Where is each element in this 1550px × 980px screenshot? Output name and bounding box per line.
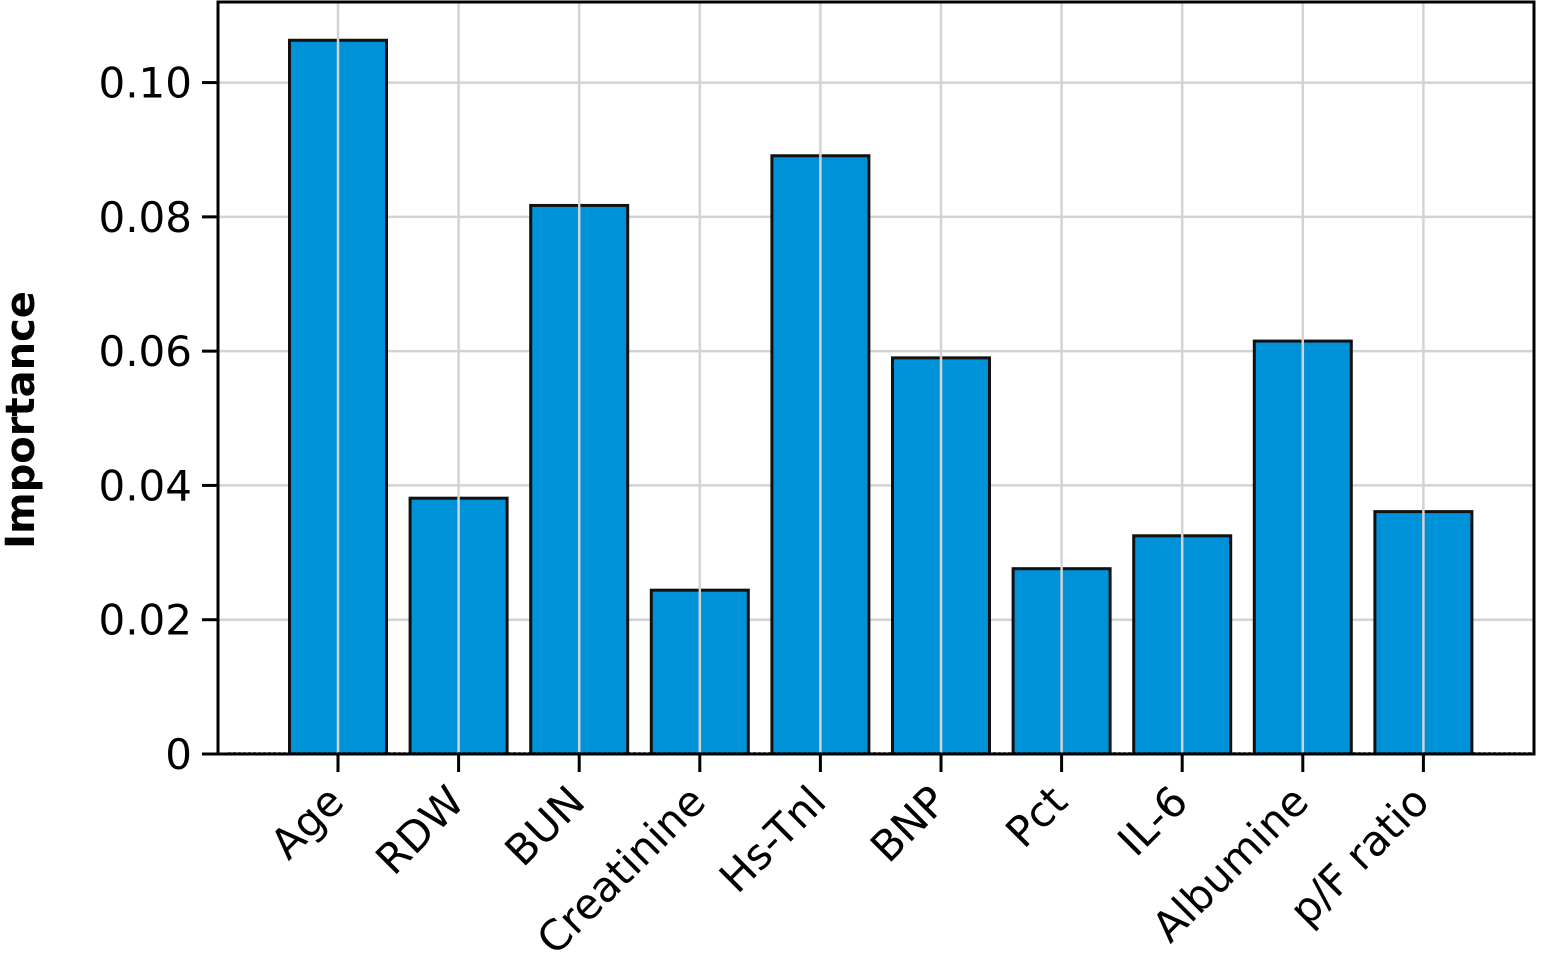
y-axis-title: Importance — [0, 291, 44, 549]
x-category-label: Hs-Tnl — [710, 776, 836, 902]
plot-frame — [216, 0, 1536, 756]
y-tick-label: 0.06 — [98, 327, 192, 376]
x-category-label: Age — [261, 776, 353, 868]
y-tick-label: 0.02 — [98, 596, 192, 645]
y-tick-label: 0.08 — [98, 193, 192, 242]
x-category-label: RDW — [366, 776, 474, 884]
x-category-label: BUN — [495, 776, 594, 875]
x-category-label: IL-6 — [1108, 776, 1197, 865]
y-tick-label: 0.10 — [98, 59, 192, 108]
x-category-label: Pct — [996, 776, 1077, 857]
y-tick-label: 0.04 — [98, 461, 192, 510]
x-category-label: BNP — [861, 776, 956, 871]
bars — [288, 2, 1474, 756]
y-tick-label: 0 — [165, 730, 192, 779]
y-axis-ticks: 0 0.02 0.04 0.06 0.08 0.10 — [98, 59, 218, 779]
